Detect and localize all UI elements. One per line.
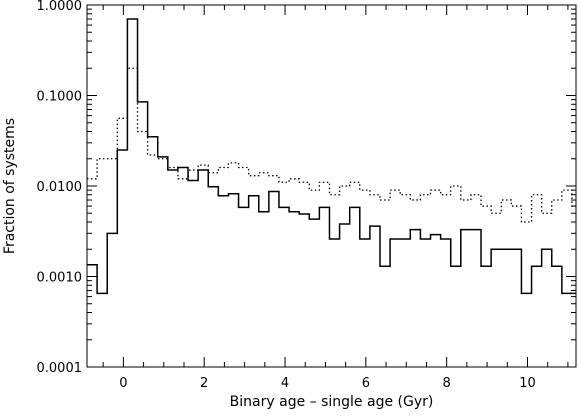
x-tick-label: 2: [200, 376, 208, 391]
series-layer: [87, 18, 576, 295]
solid-histogram-series: [87, 18, 576, 295]
x-tick-label: 4: [281, 376, 289, 391]
x-tick-label: 6: [362, 376, 370, 391]
plot-frame: [86, 4, 577, 368]
y-tick-label: 0.0010: [37, 271, 83, 286]
x-tick-label: 8: [443, 376, 451, 391]
dotted-histogram-series: [87, 67, 576, 223]
y-tick-label: 1.0000: [37, 0, 83, 14]
y-axis-label: Fraction of systems: [2, 118, 18, 254]
axes-layer: 0 2 4 6 8 10 1.0000 0.1000 0.0100 0.0010 0.0001: [37, 0, 577, 391]
y-tick-label: 0.1000: [37, 90, 83, 105]
y-tick-label: 0.0001: [37, 361, 83, 376]
x-axis-label: Binary age – single age (Gyr): [230, 394, 434, 410]
x-tick-label: 0: [119, 376, 127, 391]
x-tick-label: 10: [519, 376, 536, 391]
y-tick-label: 0.0100: [37, 180, 83, 195]
